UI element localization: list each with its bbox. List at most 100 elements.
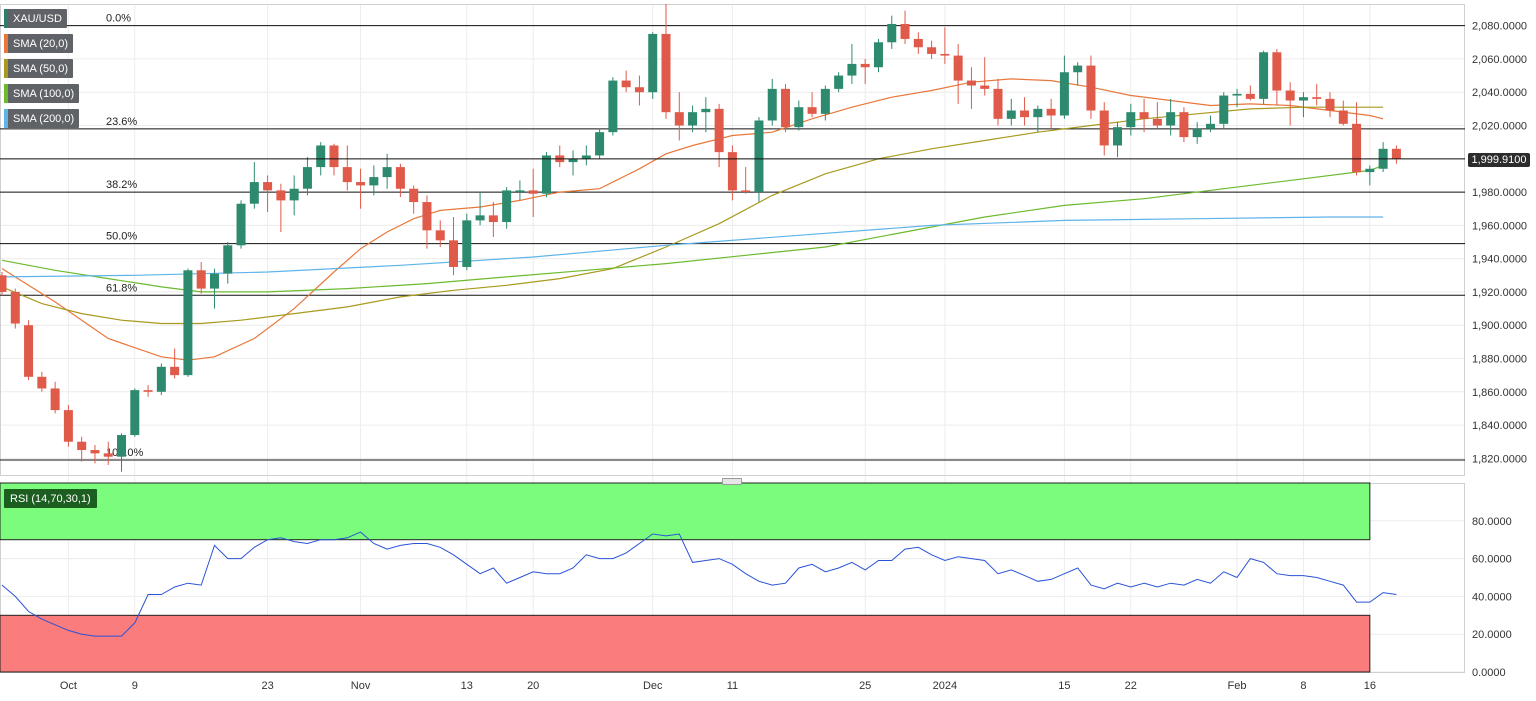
legend-sma20-label: SMA (20,0) (13, 37, 69, 50)
candle-body (1325, 98, 1335, 111)
candle-body (834, 75, 844, 89)
candle-body (608, 80, 618, 133)
candle-body (1073, 65, 1083, 73)
candle-body (980, 85, 990, 89)
candle-body (24, 325, 34, 377)
candle-body (1126, 112, 1136, 128)
candle-body (170, 366, 180, 376)
candle-body (316, 145, 326, 168)
candle-body (807, 107, 817, 114)
x-tick-label: 9 (132, 680, 138, 692)
candle-body (595, 132, 605, 156)
fib-label: 38.2% (106, 179, 137, 191)
y-tick-label: 1,920.0000 (1472, 287, 1527, 299)
candle-body (927, 47, 937, 54)
x-tick-label: 22 (1125, 680, 1137, 692)
y-tick-label: 1,840.0000 (1472, 420, 1527, 432)
legend-sma50[interactable]: SMA (50,0) (4, 59, 74, 78)
fib-label: 61.8% (106, 282, 137, 294)
candle-body (50, 388, 60, 411)
y-tick-label: 1,980.0000 (1472, 187, 1527, 199)
candle-body (1033, 108, 1043, 118)
candle-body (741, 190, 751, 193)
rsi-y-tick-label: 20.0000 (1472, 629, 1512, 641)
candle-body (183, 270, 193, 376)
candle-body (1232, 93, 1242, 96)
candle-body (873, 42, 883, 68)
y-tick-label: 1,960.0000 (1472, 220, 1527, 232)
candle-body (329, 145, 339, 168)
candle-body (1391, 148, 1401, 159)
candle-body (568, 158, 578, 163)
candle-body (1020, 110, 1030, 118)
candle-body (1285, 90, 1295, 101)
candle-body (37, 376, 47, 389)
candle-body (1046, 108, 1056, 116)
candle-body (1059, 72, 1069, 116)
candle-body (674, 112, 684, 126)
candle-body (77, 441, 87, 451)
candle-body (502, 190, 512, 223)
candle-body (634, 87, 644, 93)
candle-body (1365, 168, 1375, 173)
legend-symbol[interactable]: XAU/USD (4, 9, 67, 28)
candle-body (1192, 128, 1202, 138)
candle-body (0, 275, 7, 292)
candle-body (860, 63, 870, 68)
legend-sma200-label: SMA (200,0) (13, 112, 75, 125)
rsi-y-tick-label: 80.0000 (1472, 516, 1512, 528)
candle-body (342, 167, 352, 183)
candle-body (767, 88, 777, 121)
candle-body (714, 108, 724, 153)
last-price-tag: 1,999.9100 (1468, 153, 1530, 167)
legend-symbol-swatch (4, 9, 8, 28)
candle-body (302, 167, 312, 189)
x-tick-label: 20 (527, 680, 539, 692)
candle-body (382, 167, 392, 178)
x-tick-label: 25 (859, 680, 871, 692)
candle-body (820, 88, 830, 114)
x-tick-label: Feb (1228, 680, 1247, 692)
candle-body (449, 240, 459, 267)
sma-line-4 (1, 216, 1384, 278)
candle-body (462, 220, 472, 267)
rsi-oversold-zone (0, 614, 1371, 673)
candle-body (1006, 110, 1016, 119)
candle-body (1086, 65, 1096, 111)
x-tick-label: 8 (1300, 680, 1306, 692)
candle-body (249, 182, 259, 204)
candle-body (1259, 52, 1269, 99)
candle-body (648, 33, 658, 93)
y-tick-label: 1,940.0000 (1472, 254, 1527, 266)
rsi-y-tick-label: 60.0000 (1472, 554, 1512, 566)
candle-body (581, 155, 591, 159)
candle-body (369, 177, 379, 186)
candle-body (422, 202, 432, 231)
pane-resize-handle[interactable] (722, 478, 742, 485)
candle-body (263, 182, 273, 191)
y-tick-label: 1,900.0000 (1472, 320, 1527, 332)
x-tick-label: 23 (261, 680, 273, 692)
candle-body (900, 23, 910, 39)
legend-sma20[interactable]: SMA (20,0) (4, 34, 74, 53)
sma-line-1 (1, 78, 1384, 361)
legend-sma200-swatch (4, 109, 8, 128)
candle-body (1338, 110, 1348, 124)
candle-body (289, 188, 299, 201)
rsi-overbought-zone (0, 482, 1371, 541)
candle-body (209, 273, 219, 289)
candle-body (621, 80, 631, 88)
y-tick-label: 2,040.0000 (1472, 87, 1527, 99)
candle-body (356, 182, 366, 186)
rsi-legend[interactable]: RSI (14,70,30,1) (4, 489, 97, 508)
y-tick-label: 1,820.0000 (1472, 453, 1527, 465)
candle-body (1205, 123, 1215, 129)
candle-body (1179, 112, 1189, 138)
legend-sma100[interactable]: SMA (100,0) (4, 84, 80, 103)
x-tick-label: 15 (1058, 680, 1070, 692)
candle-body (966, 80, 976, 86)
y-tick-label: 1,880.0000 (1472, 353, 1527, 365)
candles (0, 4, 1401, 472)
legend-sma200[interactable]: SMA (200,0) (4, 109, 80, 128)
